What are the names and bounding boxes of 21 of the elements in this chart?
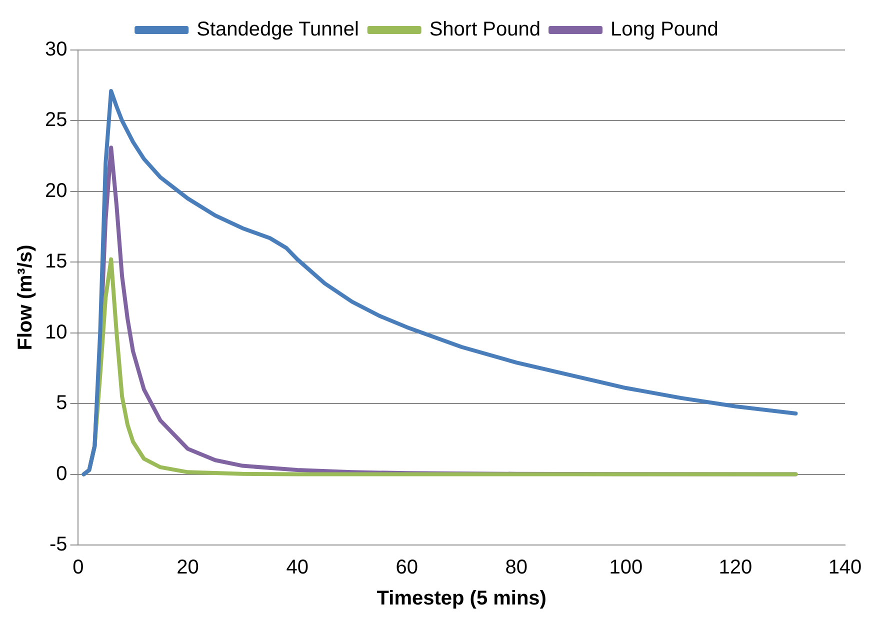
x-tick-label: 40	[286, 556, 308, 579]
legend-label: Short Pound	[429, 18, 541, 41]
y-tick-label: 30	[44, 38, 68, 61]
x-tick-label: 60	[396, 556, 418, 579]
legend-label: Standedge Tunnel	[196, 18, 359, 41]
x-tick-label: 20	[176, 556, 199, 579]
y-tick-label: -5	[49, 534, 68, 556]
y-axis-title: Flow (m³/s)	[14, 244, 37, 350]
legend-label: Long Pound	[610, 18, 718, 41]
x-tick-label: 80	[505, 556, 528, 579]
y-tick-label: 20	[44, 180, 68, 202]
x-tick-label: 120	[718, 556, 752, 579]
y-tick-label: 10	[44, 321, 68, 344]
y-tick-label: 25	[44, 109, 68, 132]
y-tick-label: 15	[44, 250, 68, 273]
y-tick-label: 5	[56, 392, 68, 414]
y-tick-label: 0	[56, 462, 68, 485]
x-tick-label: 100	[609, 556, 643, 579]
x-axis-title: Timestep (5 mins)	[376, 588, 546, 610]
x-tick-label: 0	[72, 556, 84, 579]
x-tick-label: 140	[828, 556, 862, 579]
